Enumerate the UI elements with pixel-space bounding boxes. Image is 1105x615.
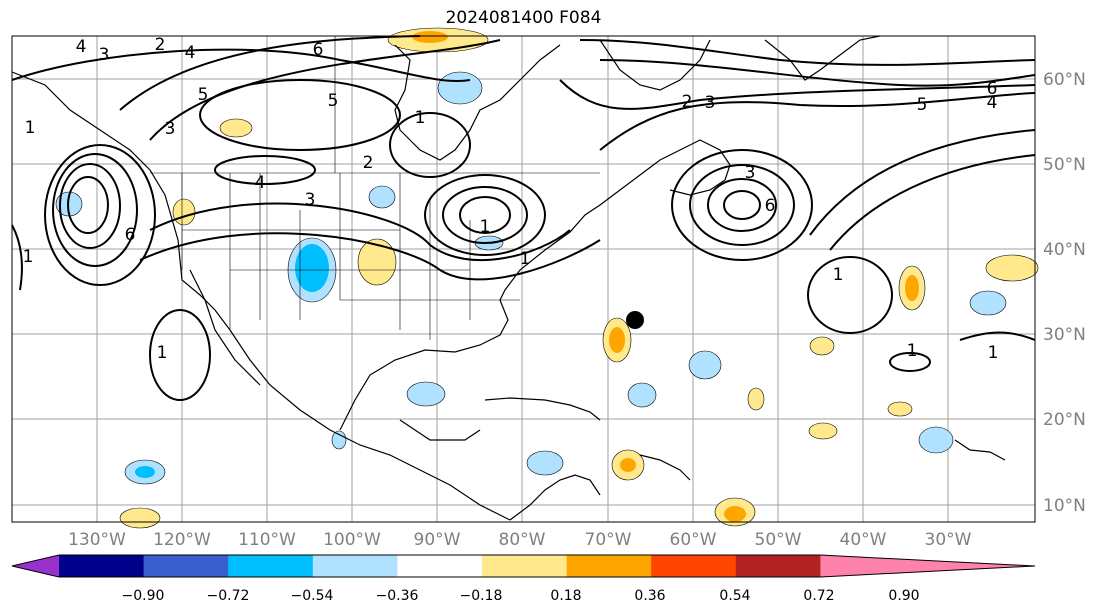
contour-label: 3 — [705, 93, 716, 113]
colorbar-tick: −0.54 — [291, 588, 334, 604]
lon-label: 40°W — [840, 530, 887, 550]
plot-frame — [11, 35, 1036, 523]
colorbar-segment — [482, 555, 568, 577]
longitude-labels: 130°W 120°W 110°W 100°W 90°W 80°W 70°W 6… — [68, 530, 972, 550]
contour-label: 3 — [99, 45, 110, 65]
colorbar-segment — [735, 555, 821, 577]
contour-label: 5 — [198, 85, 209, 105]
colorbar-segment — [312, 555, 398, 577]
colorbar-tick: −0.18 — [460, 588, 503, 604]
colorbar-segment — [397, 555, 483, 577]
lon-label: 30°W — [925, 530, 972, 550]
lon-label: 80°W — [499, 530, 546, 550]
plot-area — [12, 36, 1035, 522]
colorbar-tick: −0.36 — [376, 588, 419, 604]
contour-label: 4 — [185, 43, 196, 63]
colorbar-segment — [228, 555, 314, 577]
contour-label: 3 — [305, 190, 316, 210]
contour-label: 2 — [155, 35, 166, 55]
colorbar-tick: −0.90 — [122, 588, 165, 604]
lon-label: 130°W — [68, 530, 126, 550]
lat-label: 60°N — [1043, 70, 1086, 90]
latitude-labels: 60°N 50°N 40°N 30°N 20°N 10°N — [1043, 70, 1086, 516]
contour-label: 1 — [907, 341, 918, 361]
state-borders — [150, 36, 600, 340]
contour-label: 6 — [987, 79, 998, 99]
lon-label: 70°W — [585, 530, 632, 550]
contour-label: 1 — [25, 118, 36, 138]
colorbar-extend-high — [820, 555, 1035, 577]
lon-label: 120°W — [153, 530, 211, 550]
contour-label: 6 — [765, 196, 776, 216]
map-title: 2024081400 F084 — [445, 8, 602, 28]
lon-label: 110°W — [238, 530, 296, 550]
lat-label: 20°N — [1043, 410, 1086, 430]
contour-label: 1 — [988, 343, 999, 363]
colorbar-tick: 0.36 — [634, 588, 665, 604]
contour-label: 1 — [833, 265, 844, 285]
lat-label: 50°N — [1043, 155, 1086, 175]
lon-label: 60°W — [670, 530, 717, 550]
contour-label: 1 — [480, 217, 491, 237]
contour-label: 2 — [682, 92, 693, 112]
contour-label: 1 — [415, 108, 426, 128]
contour-label: 5 — [917, 95, 928, 115]
colorbar-tick: 0.72 — [803, 588, 834, 604]
contour-label: 1 — [157, 343, 168, 363]
colorbar-segment — [566, 555, 652, 577]
contour-label: 1 — [520, 249, 531, 269]
contour-label: 6 — [313, 40, 324, 60]
contour-label: 6 — [125, 225, 136, 245]
contour-label: 4 — [255, 173, 266, 193]
colorbar-outline — [11, 554, 1036, 578]
lat-label: 40°N — [1043, 240, 1086, 260]
colorbar-tick: 0.54 — [719, 588, 750, 604]
contour-label: 4 — [987, 93, 998, 113]
contour-label: 5 — [328, 91, 339, 111]
contour-label: 3 — [745, 163, 756, 183]
colorbar-tick: 0.18 — [550, 588, 581, 604]
colorbar — [11, 554, 1036, 578]
colorbar-segment — [651, 555, 737, 577]
contour-label: 3 — [165, 119, 176, 139]
storm-marker — [626, 311, 644, 329]
lon-label: 100°W — [323, 530, 381, 550]
lat-label: 30°N — [1043, 325, 1086, 345]
colorbar-extend-low — [12, 555, 59, 577]
colorbar-segment — [59, 555, 145, 577]
lat-label: 10°N — [1043, 496, 1086, 516]
colorbar-segment — [143, 555, 229, 577]
lon-label: 90°W — [414, 530, 461, 550]
colorbar-ticks: −0.90 −0.72 −0.54 −0.36 −0.18 0.18 0.36 … — [122, 588, 920, 604]
contour-label: 4 — [76, 37, 87, 57]
colorbar-tick: 0.90 — [888, 588, 919, 604]
lon-label: 50°W — [755, 530, 802, 550]
contour-label: 1 — [23, 247, 34, 267]
colorbar-tick: −0.72 — [207, 588, 250, 604]
contour-label: 2 — [363, 153, 374, 173]
contours — [11, 35, 1036, 401]
contour-labels: 4 3 2 4 6 1 5 5 3 1 4 6 3 1 2 3 6 5 4 2 … — [23, 35, 999, 363]
